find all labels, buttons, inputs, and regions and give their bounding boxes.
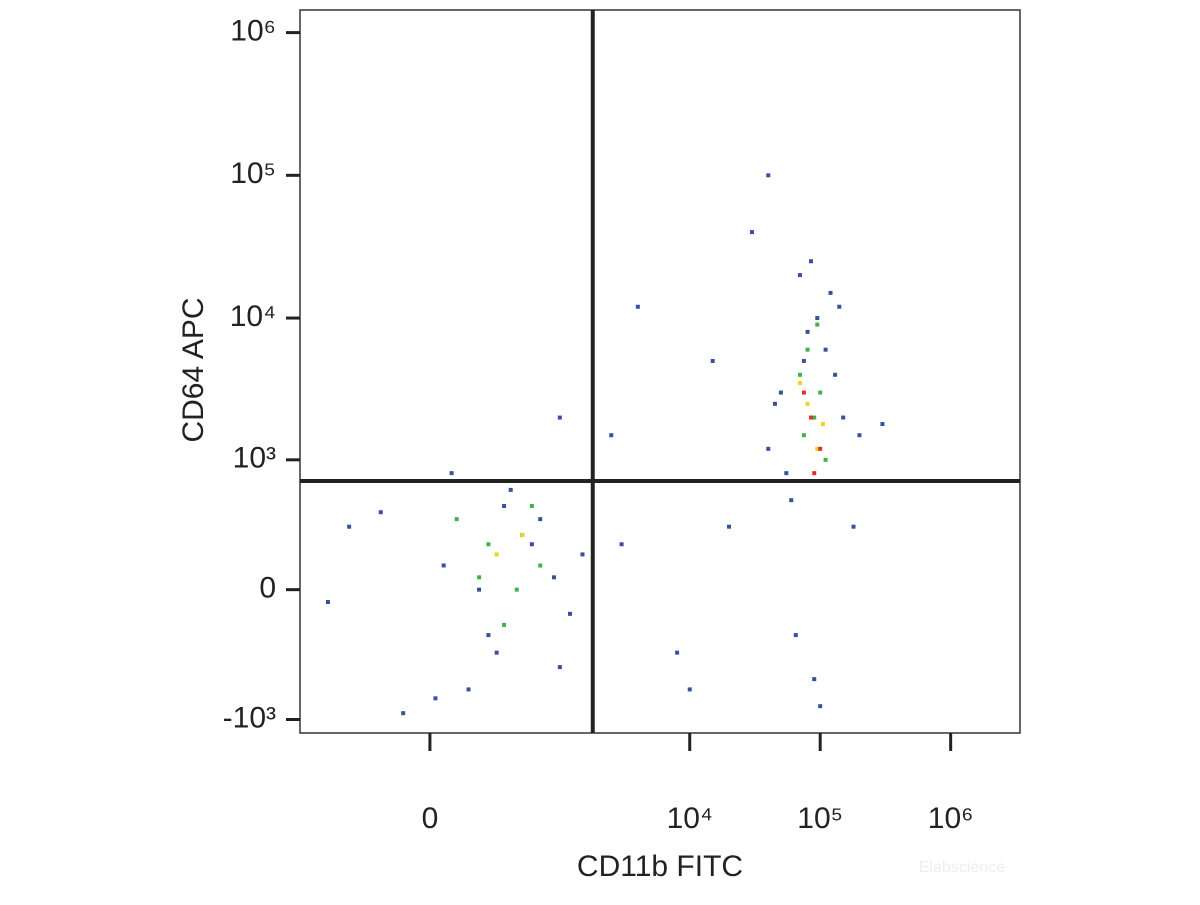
y-tick-label: 10⁶ xyxy=(230,15,276,48)
dot xyxy=(815,322,820,327)
dot xyxy=(486,633,491,638)
dot xyxy=(815,446,820,451)
dot xyxy=(801,358,806,363)
dot xyxy=(347,524,352,529)
dot xyxy=(529,503,534,508)
dot xyxy=(514,587,519,592)
dot xyxy=(837,304,842,309)
plot-frame xyxy=(299,9,1021,734)
dot xyxy=(502,503,507,508)
dot xyxy=(808,259,813,264)
dot xyxy=(772,401,777,406)
dot xyxy=(797,273,802,278)
dot xyxy=(538,563,543,568)
dot xyxy=(494,650,499,655)
dot xyxy=(494,552,499,557)
dot xyxy=(675,650,680,655)
dot xyxy=(812,677,817,682)
dot xyxy=(766,173,771,178)
y-tick-label: 10⁴ xyxy=(230,300,276,333)
dot xyxy=(823,457,828,462)
dot xyxy=(880,422,885,427)
dot xyxy=(805,401,810,406)
dot xyxy=(557,415,562,420)
dot xyxy=(529,542,534,547)
dot xyxy=(687,687,692,692)
watermark: Elabscience xyxy=(919,859,1005,876)
x-tick-label: 0 xyxy=(422,802,439,835)
y-tick-label: 10⁵ xyxy=(230,157,276,190)
dot xyxy=(520,533,525,538)
dot xyxy=(710,358,715,363)
dot xyxy=(851,524,856,529)
dot xyxy=(486,542,491,547)
y-tick-label: 10³ xyxy=(233,442,276,475)
dot xyxy=(477,575,482,580)
dot xyxy=(568,611,573,616)
dot xyxy=(820,422,825,427)
dot xyxy=(466,687,471,692)
x-tick-label: 10⁵ xyxy=(797,802,843,835)
dot xyxy=(433,696,438,701)
dot xyxy=(833,372,838,377)
dot xyxy=(449,471,454,476)
dot xyxy=(801,433,806,438)
dot xyxy=(857,433,862,438)
dot xyxy=(749,230,754,235)
dot xyxy=(557,665,562,670)
dot xyxy=(789,498,794,503)
dot xyxy=(797,372,802,377)
dot xyxy=(635,304,640,309)
dot xyxy=(818,446,823,451)
dot xyxy=(766,446,771,451)
dot xyxy=(538,517,543,522)
dot xyxy=(727,524,732,529)
dot xyxy=(815,316,820,321)
dot xyxy=(812,415,817,420)
dot xyxy=(823,347,828,352)
dot xyxy=(812,471,817,476)
y-tick-label: 0 xyxy=(259,572,276,605)
x-axis-label: CD11b FITC xyxy=(577,850,743,883)
dot xyxy=(619,542,624,547)
dot xyxy=(797,381,802,386)
dot xyxy=(778,390,783,395)
dot xyxy=(808,415,813,420)
dot xyxy=(580,552,585,557)
dot xyxy=(441,563,446,568)
dot xyxy=(401,711,406,716)
y-tick-label: -10³ xyxy=(223,701,276,734)
x-tick-label: 10⁶ xyxy=(928,802,974,835)
dot xyxy=(805,347,810,352)
dot xyxy=(841,415,846,420)
dot xyxy=(818,704,823,709)
dot xyxy=(801,390,806,395)
dot xyxy=(828,290,833,295)
dot xyxy=(793,633,798,638)
dot xyxy=(477,587,482,592)
dot xyxy=(818,390,823,395)
dot xyxy=(508,487,513,492)
x-tick-label: 10⁴ xyxy=(667,802,713,835)
dot xyxy=(454,517,459,522)
dot xyxy=(609,433,614,438)
y-axis-label: CD64 APC xyxy=(177,297,210,442)
dot xyxy=(784,471,789,476)
dot xyxy=(805,329,810,334)
dot xyxy=(502,622,507,627)
dot xyxy=(325,599,330,604)
dot xyxy=(552,575,557,580)
dot xyxy=(378,510,383,515)
